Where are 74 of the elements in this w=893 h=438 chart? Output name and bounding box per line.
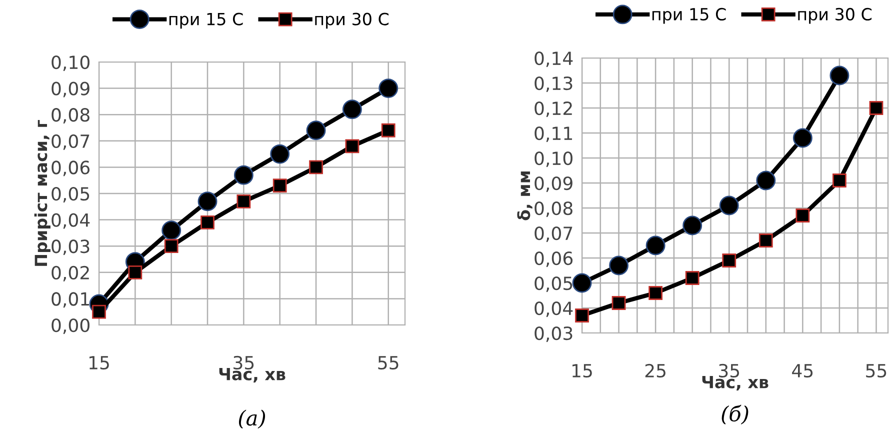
y-tick-label: 0,03 [534,326,572,342]
x-axis-title: Час, хв [702,376,768,391]
y-axis-title: δ, мм [517,171,532,220]
x-axis-title: Час, хв [219,368,286,383]
legend-label: при 30 С [315,12,389,29]
point [612,296,626,310]
legend-label: при 15 С [169,12,243,29]
point [345,139,360,154]
point [342,100,362,120]
y-tick-label: 0,09 [534,176,572,192]
point [648,286,663,300]
y-tick-label: 0,06 [534,251,573,267]
y-tick-label: 0,11 [534,126,572,142]
x-tick-label: 55 [378,356,398,370]
y-tick-label: 0,04 [52,213,90,229]
legend-label: при 30 С [798,8,872,24]
point [164,239,178,254]
point [92,304,106,319]
point [381,123,396,138]
y-tick-label: 0,12 [534,101,572,117]
point [792,128,812,148]
y-tick-label: 0,10 [534,151,572,167]
point [758,234,773,248]
x-tick-label: 25 [645,364,666,378]
y-tick-label: 0,05 [534,276,572,292]
point [128,265,142,280]
x-tick-label: 35 [234,356,254,370]
y-tick-label: 0,09 [52,82,90,98]
y-tick-label: 0,00 [52,318,90,334]
x-tick-label: 15 [572,364,592,378]
y-tick-label: 0,10 [52,55,90,71]
y-tick-label: 0,07 [534,226,572,242]
y-tick-label: 0,05 [52,186,90,202]
point [869,101,884,115]
point [198,192,218,212]
text: (а) [238,410,266,429]
point [796,208,810,222]
point [378,78,398,98]
y-tick-label: 0,08 [534,201,572,217]
point [719,196,739,216]
y-tick-label: 0,08 [52,108,90,124]
text: (б) [722,404,748,424]
point [236,194,251,208]
point [830,66,850,86]
point [162,220,182,240]
point [272,178,287,193]
x-tick-label: 45 [792,364,813,378]
y-tick-label: 0,01 [52,292,89,308]
point [685,271,700,285]
x-tick-label: 55 [866,364,886,378]
point [309,160,323,174]
point [682,216,702,236]
x-tick-label: 15 [89,356,109,370]
y-tick-label: 0,13 [534,76,572,92]
point [234,165,254,185]
x-tick-label: 35 [719,364,740,378]
point [306,120,326,140]
y-tick-label: 0,04 [534,301,573,317]
point [832,174,846,188]
y-axis-title: Приріст маси, г [34,120,50,266]
point [572,273,592,293]
point [756,170,776,190]
y-tick-label: 0,07 [52,134,90,150]
point [575,308,589,322]
point [270,144,290,164]
y-tick-label: 0,06 [52,160,90,176]
point [722,254,736,268]
point [609,256,628,276]
y-tick-label: 0,02 [52,266,89,282]
y-tick-label: 0,14 [534,51,573,67]
y-tick-label: 0,03 [52,240,90,256]
point [646,236,666,256]
legend-label: при 15 С [652,8,726,24]
point [200,215,214,230]
